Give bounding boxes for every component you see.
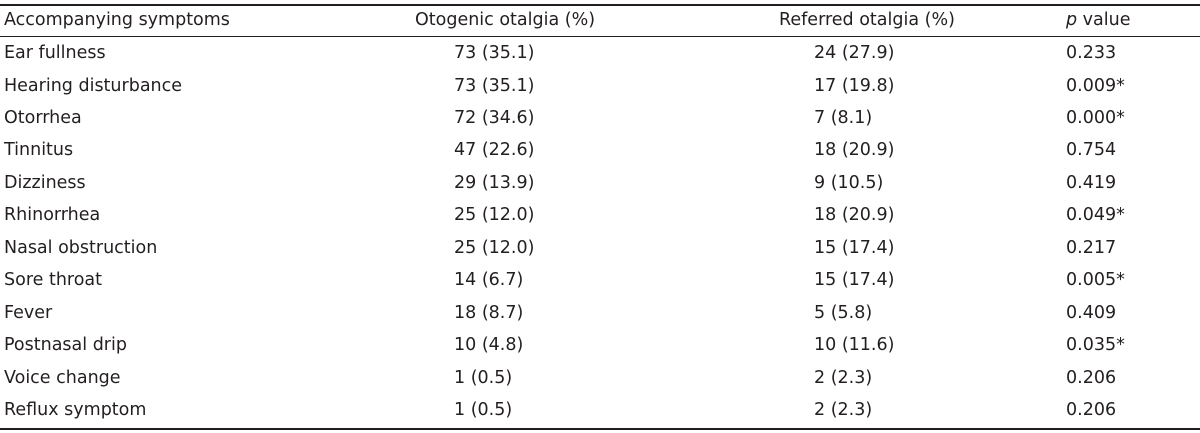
- cell-p-value: 0.005*: [1066, 270, 1125, 290]
- cell-referred: 15 (17.4): [814, 270, 895, 290]
- cell-otogenic: 10 (4.8): [454, 335, 524, 355]
- cell-referred: 2 (2.3): [814, 400, 873, 420]
- cell-p-value: 0.009*: [1066, 76, 1125, 96]
- cell-symptom: Nasal obstruction: [4, 238, 158, 258]
- table-header-rule: [0, 36, 1200, 37]
- table-row: Tinnitus 47 (22.6) 18 (20.9) 0.754: [0, 134, 1200, 167]
- cell-otogenic: 1 (0.5): [454, 400, 513, 420]
- table-row: Otorrhea 72 (34.6) 7 (8.1) 0.000*: [0, 102, 1200, 135]
- table-row: Ear fullness 73 (35.1) 24 (27.9) 0.233: [0, 37, 1200, 70]
- cell-otogenic: 25 (12.0): [454, 205, 535, 225]
- table-row: Hearing disturbance 73 (35.1) 17 (19.8) 0.0…: [0, 70, 1200, 103]
- cell-symptom: Hearing disturbance: [4, 76, 183, 96]
- cell-symptom: Voice change: [4, 368, 121, 388]
- cell-p-value: 0.754: [1066, 140, 1117, 160]
- cell-otogenic: 18 (8.7): [454, 303, 524, 323]
- cell-otogenic: 14 (6.7): [454, 270, 524, 290]
- cell-p-value: 0.409: [1066, 303, 1117, 323]
- cell-p-value: 0.049*: [1066, 205, 1125, 225]
- cell-referred: 24 (27.9): [814, 43, 895, 63]
- cell-symptom: Sore throat: [4, 270, 103, 290]
- table-bottom-rule: [0, 428, 1200, 430]
- table-row: Nasal obstruction 25 (12.0) 15 (17.4) 0.217: [0, 232, 1200, 265]
- cell-p-value: 0.217: [1066, 238, 1117, 258]
- cell-p-value: 0.233: [1066, 43, 1117, 63]
- header-p-rest: value: [1077, 10, 1131, 30]
- cell-symptom: Reflux symptom: [4, 400, 147, 420]
- cell-symptom: Otorrhea: [4, 108, 82, 128]
- cell-referred: 18 (20.9): [814, 205, 895, 225]
- cell-referred: 10 (11.6): [814, 335, 895, 355]
- cell-symptom: Tinnitus: [4, 140, 74, 160]
- table-header-row: Accompanying symptoms Otogenic otalgia (…: [0, 4, 1200, 36]
- table-top-rule: [0, 4, 1200, 6]
- table-row: Postnasal drip 10 (4.8) 10 (11.6) 0.035*: [0, 329, 1200, 362]
- cell-otogenic: 72 (34.6): [454, 108, 535, 128]
- table-row: Reflux symptom 1 (0.5) 2 (2.3) 0.206: [0, 394, 1200, 427]
- cell-referred: 2 (2.3): [814, 368, 873, 388]
- header-p-italic: p: [1066, 10, 1078, 30]
- cell-referred: 7 (8.1): [814, 108, 873, 128]
- cell-symptom: Dizziness: [4, 173, 86, 193]
- cell-otogenic: 73 (35.1): [454, 43, 535, 63]
- cell-otogenic: 1 (0.5): [454, 368, 513, 388]
- cell-p-value: 0.419: [1066, 173, 1117, 193]
- cell-otogenic: 25 (12.0): [454, 238, 535, 258]
- cell-p-value: 0.206: [1066, 400, 1117, 420]
- cell-symptom: Rhinorrhea: [4, 205, 101, 225]
- table-row: Sore throat 14 (6.7) 15 (17.4) 0.005*: [0, 264, 1200, 297]
- cell-symptom: Postnasal drip: [4, 335, 127, 355]
- header-referred: Referred otalgia (%): [779, 10, 955, 30]
- table-row: Dizziness 29 (13.9) 9 (10.5) 0.419: [0, 167, 1200, 200]
- header-p-value: p value: [1066, 4, 1130, 36]
- cell-referred: 18 (20.9): [814, 140, 895, 160]
- table-row: Voice change 1 (0.5) 2 (2.3) 0.206: [0, 362, 1200, 395]
- cell-p-value: 0.206: [1066, 368, 1117, 388]
- cell-referred: 5 (5.8): [814, 303, 873, 323]
- cell-referred: 15 (17.4): [814, 238, 895, 258]
- cell-otogenic: 29 (13.9): [454, 173, 535, 193]
- cell-symptom: Ear fullness: [4, 43, 106, 63]
- header-otogenic: Otogenic otalgia (%): [415, 10, 596, 30]
- cell-referred: 9 (10.5): [814, 173, 884, 193]
- cell-symptom: Fever: [4, 303, 53, 323]
- cell-p-value: 0.035*: [1066, 335, 1125, 355]
- table-row: Fever 18 (8.7) 5 (5.8) 0.409: [0, 297, 1200, 330]
- cell-p-value: 0.000*: [1066, 108, 1125, 128]
- cell-otogenic: 47 (22.6): [454, 140, 535, 160]
- cell-referred: 17 (19.8): [814, 76, 895, 96]
- cell-otogenic: 73 (35.1): [454, 76, 535, 96]
- table-row: Rhinorrhea 25 (12.0) 18 (20.9) 0.049*: [0, 199, 1200, 232]
- header-symptom: Accompanying symptoms: [4, 10, 230, 30]
